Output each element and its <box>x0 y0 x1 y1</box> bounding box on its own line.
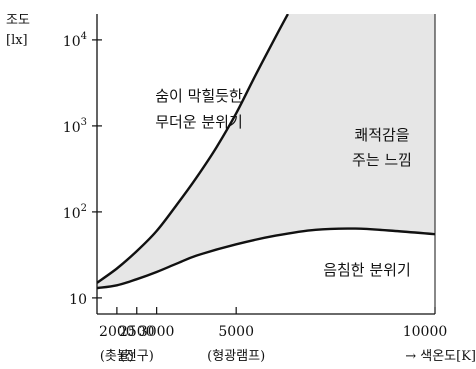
y-tick-label: 104 <box>63 31 87 50</box>
region-label-gloomy: 음침한 분위기 <box>323 261 411 279</box>
x-tick-sublabel-fluorescent: (형광램프) <box>207 349 265 364</box>
lower-boundary-curve <box>97 227 435 290</box>
x-tick-label: 2000 <box>99 324 135 340</box>
y-axis-title: 조도 <box>6 13 30 28</box>
upper-boundary-curve <box>97 14 289 284</box>
x-tick-label: 3000 <box>139 324 175 340</box>
comfort-region-fill <box>97 14 435 289</box>
y-tick-label: 10 <box>69 292 87 308</box>
y-tick-label: 102 <box>63 203 87 222</box>
region-label-heavy: 숨이 막힐듯한 <box>155 87 243 105</box>
x-axis-title: → 색온도[K] <box>405 349 476 364</box>
x-tick-sublabel-bulb: (전구) <box>120 349 154 364</box>
x-tick-label: 2500 <box>119 324 155 340</box>
x-tick-label: 5000 <box>218 324 254 340</box>
x-tick-label: 10000 <box>403 324 448 340</box>
y-tick-label: 103 <box>63 117 87 136</box>
y-axis-unit: [lx] <box>6 33 28 48</box>
region-label-comfort: 쾌적감을 <box>354 126 409 144</box>
x-tick-sublabel-candle: (촛불) <box>100 349 134 364</box>
region-label-heavy-line2: 무더운 분위기 <box>155 113 243 131</box>
region-label-comfort-line2: 주는 느낌 <box>352 151 412 169</box>
